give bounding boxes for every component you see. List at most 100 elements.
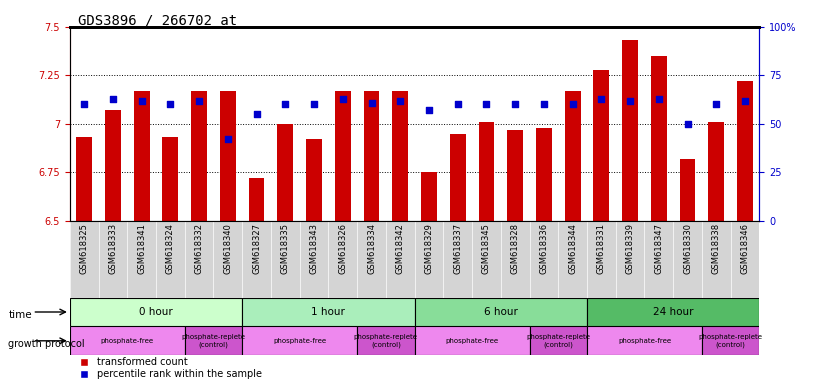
Text: phosphate-replete
(control): phosphate-replete (control) xyxy=(526,334,590,348)
Text: GSM618324: GSM618324 xyxy=(166,223,175,274)
Bar xyxy=(242,326,357,355)
Bar xyxy=(587,326,702,355)
Bar xyxy=(651,56,667,221)
Point xyxy=(308,101,321,108)
Text: phosphate-replete
(control): phosphate-replete (control) xyxy=(354,334,418,348)
Bar xyxy=(392,91,408,221)
Text: GSM618326: GSM618326 xyxy=(338,223,347,274)
Text: GSM618346: GSM618346 xyxy=(741,223,750,274)
Bar xyxy=(134,91,149,221)
Bar xyxy=(450,134,466,221)
Point xyxy=(107,96,120,102)
Bar xyxy=(587,298,759,326)
Point xyxy=(566,101,580,108)
Bar xyxy=(335,91,351,221)
Bar xyxy=(507,130,523,221)
Bar xyxy=(220,91,236,221)
Bar xyxy=(536,128,552,221)
Bar xyxy=(565,91,580,221)
Bar xyxy=(242,298,415,326)
Bar xyxy=(306,139,322,221)
Text: 6 hour: 6 hour xyxy=(484,307,518,317)
Point xyxy=(78,101,91,108)
Bar xyxy=(70,326,185,355)
Text: GSM618342: GSM618342 xyxy=(396,223,405,274)
Text: GSM618344: GSM618344 xyxy=(568,223,577,274)
Text: GSM618336: GSM618336 xyxy=(539,223,548,274)
Text: GSM618334: GSM618334 xyxy=(367,223,376,274)
Text: GSM618343: GSM618343 xyxy=(310,223,319,274)
Text: phosphate-free: phosphate-free xyxy=(101,338,154,344)
Bar xyxy=(249,178,264,221)
Text: GSM618338: GSM618338 xyxy=(712,223,721,274)
Text: time: time xyxy=(8,310,32,320)
Point xyxy=(509,101,522,108)
Point xyxy=(365,99,378,106)
Point xyxy=(192,98,205,104)
Point xyxy=(624,98,637,104)
Text: GSM618341: GSM618341 xyxy=(137,223,146,274)
Text: growth protocol: growth protocol xyxy=(8,339,85,349)
Bar xyxy=(277,124,293,221)
Text: GSM618335: GSM618335 xyxy=(281,223,290,274)
Text: phosphate-free: phosphate-free xyxy=(618,338,671,344)
Point xyxy=(595,96,608,102)
Bar xyxy=(415,298,587,326)
Point xyxy=(480,101,493,108)
Text: GSM618337: GSM618337 xyxy=(453,223,462,274)
Point xyxy=(710,101,723,108)
Text: phosphate-replete
(control): phosphate-replete (control) xyxy=(181,334,245,348)
Point xyxy=(681,121,695,127)
Bar xyxy=(185,326,242,355)
Text: GSM618332: GSM618332 xyxy=(195,223,204,274)
Legend: transformed count, percentile rank within the sample: transformed count, percentile rank withi… xyxy=(75,357,262,379)
Point xyxy=(135,98,149,104)
Point xyxy=(452,101,465,108)
Bar xyxy=(421,172,437,221)
Text: GSM618339: GSM618339 xyxy=(626,223,635,274)
Bar xyxy=(530,326,587,355)
Text: GSM618333: GSM618333 xyxy=(108,223,117,274)
Point xyxy=(164,101,177,108)
Point xyxy=(337,96,350,102)
Bar xyxy=(594,70,609,221)
Point xyxy=(538,101,551,108)
Bar xyxy=(702,326,759,355)
Bar xyxy=(357,326,415,355)
Bar xyxy=(622,40,638,221)
Text: GSM618330: GSM618330 xyxy=(683,223,692,274)
Bar xyxy=(191,91,207,221)
Text: GSM618325: GSM618325 xyxy=(80,223,89,274)
Text: GSM618331: GSM618331 xyxy=(597,223,606,274)
Text: GSM618327: GSM618327 xyxy=(252,223,261,274)
Text: phosphate-free: phosphate-free xyxy=(273,338,326,344)
Text: GSM618328: GSM618328 xyxy=(511,223,520,274)
Point xyxy=(653,96,666,102)
Text: 0 hour: 0 hour xyxy=(139,307,173,317)
Point xyxy=(423,107,436,113)
Point xyxy=(222,136,235,142)
Text: GSM618347: GSM618347 xyxy=(654,223,663,274)
Text: phosphate-free: phosphate-free xyxy=(446,338,498,344)
Bar xyxy=(737,81,753,221)
Text: 24 hour: 24 hour xyxy=(653,307,694,317)
Text: GSM618329: GSM618329 xyxy=(424,223,433,274)
Text: phosphate-replete
(control): phosphate-replete (control) xyxy=(699,334,763,348)
Point xyxy=(250,111,264,117)
Bar xyxy=(709,122,724,221)
Point xyxy=(394,98,407,104)
Bar xyxy=(479,122,494,221)
Bar xyxy=(415,326,530,355)
Bar xyxy=(76,137,92,221)
Text: GDS3896 / 266702_at: GDS3896 / 266702_at xyxy=(78,14,237,28)
Text: 1 hour: 1 hour xyxy=(311,307,346,317)
Bar xyxy=(70,298,242,326)
Point xyxy=(279,101,292,108)
Text: GSM618345: GSM618345 xyxy=(482,223,491,274)
Bar xyxy=(105,110,121,221)
Bar xyxy=(364,91,379,221)
Bar xyxy=(163,137,178,221)
Text: GSM618340: GSM618340 xyxy=(223,223,232,274)
Point xyxy=(739,98,752,104)
Bar xyxy=(680,159,695,221)
